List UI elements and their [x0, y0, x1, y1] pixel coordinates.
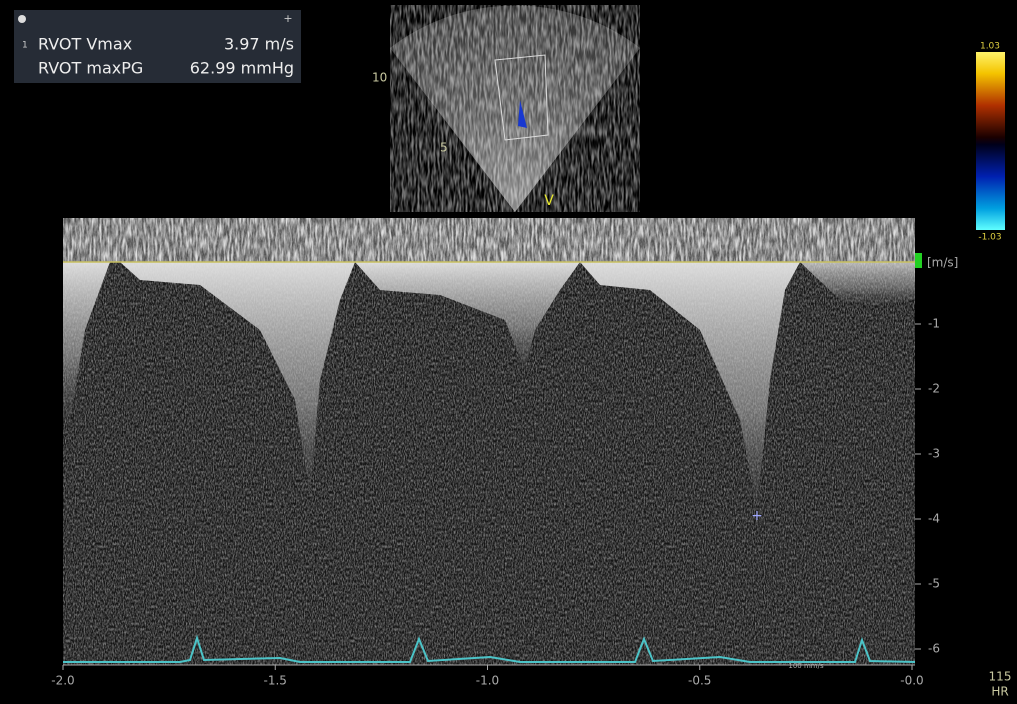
measurement-label: RVOT Vmax [38, 35, 132, 54]
panel-icon [18, 15, 26, 23]
view-marker: V [544, 193, 554, 209]
heart-rate-label: HR [991, 685, 1008, 699]
measurement-value: 3.97 m/s [224, 35, 294, 54]
color-scale-min: -1.03 [978, 233, 1001, 243]
sector-speckle [390, 5, 640, 212]
page: + 1 RVOT Vmax 3.97 m/s RVOT maxPG 62.99 … [0, 0, 1017, 704]
velocity-caliper: + [751, 508, 763, 524]
doppler-spectrum [63, 218, 915, 665]
color-scale-max: 1.03 [980, 42, 1000, 52]
y-tick-label: -3 [928, 447, 940, 461]
x-tick-label: -1.0 [476, 674, 499, 688]
x-tick-label: -2.0 [51, 674, 74, 688]
y-tick-label: -4 [928, 512, 940, 526]
depth-label: 5 [440, 141, 448, 155]
measurement-label: RVOT maxPG [38, 59, 143, 78]
upper-speckle [63, 218, 915, 262]
color-bar [976, 52, 1005, 230]
panel-move-icon: + [283, 12, 292, 25]
y-tick-label: -6 [928, 642, 940, 656]
depth-label: 10 [372, 71, 387, 85]
x-tick-label: -1.5 [264, 674, 287, 688]
velocity-unit: [m/s] [927, 256, 958, 270]
measurement-value: 62.99 mmHg [190, 59, 294, 78]
y-tick-label: -5 [928, 577, 940, 591]
baseline-marker [915, 253, 922, 268]
ultrasound-screen: + 1 RVOT Vmax 3.97 m/s RVOT maxPG 62.99 … [0, 0, 1017, 704]
sweep-speed: 100 mm/s [788, 662, 824, 670]
y-tick-label: -1 [928, 317, 940, 331]
heart-rate: 115 [989, 670, 1012, 684]
panel-index: 1 [22, 41, 28, 51]
x-tick-label: -0.0 [900, 674, 923, 688]
y-tick-label: -2 [928, 382, 940, 396]
x-tick-label: -0.5 [688, 674, 711, 688]
